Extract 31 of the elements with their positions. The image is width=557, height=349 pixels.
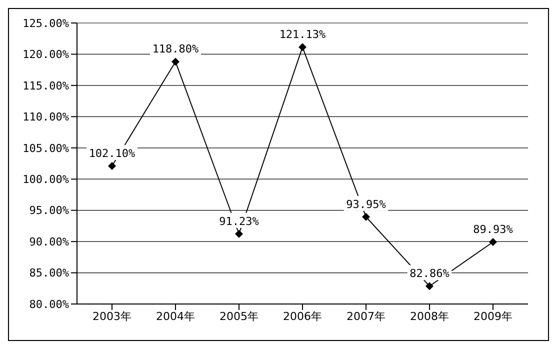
x-tick-label: 2005年 [220, 310, 258, 323]
x-tick-label: 2009年 [474, 310, 512, 323]
x-tick-label: 2004年 [156, 310, 195, 323]
point [426, 282, 434, 290]
y-tick-label: 120.00% [22, 48, 70, 62]
point [489, 238, 497, 246]
y-tick-label: 90.00% [29, 235, 70, 248]
x-tick-label: 2006年 [283, 310, 322, 323]
x-tick-label: 2007年 [346, 310, 386, 323]
y-tick-label: 105.00% [22, 142, 70, 155]
y-tick-label: 125.00% [22, 16, 70, 30]
point [108, 162, 116, 170]
y-tick-label: 115.00% [22, 79, 70, 92]
y-tick-label: 95.00% [29, 204, 70, 218]
data-label: 118.80% [152, 42, 200, 56]
data-label: 82.86% [410, 267, 450, 280]
data-label: 93.95% [346, 198, 386, 211]
y-tick-label: 100.00% [22, 173, 70, 186]
point [235, 230, 243, 238]
point [362, 212, 370, 221]
data-label: 121.13% [279, 28, 326, 42]
point [172, 58, 180, 66]
data-label: 102.10% [88, 147, 136, 160]
x-tick-label: 2008年 [410, 310, 449, 323]
x-tick-label: 2003年 [92, 310, 132, 323]
data-label: 89.93% [473, 222, 514, 236]
y-tick-label: 80.00% [29, 298, 70, 311]
y-tick-label: 85.00% [29, 266, 70, 280]
y-tick-label: 110.00% [22, 110, 70, 124]
point [298, 43, 306, 52]
data-label: 91.23% [219, 214, 260, 228]
